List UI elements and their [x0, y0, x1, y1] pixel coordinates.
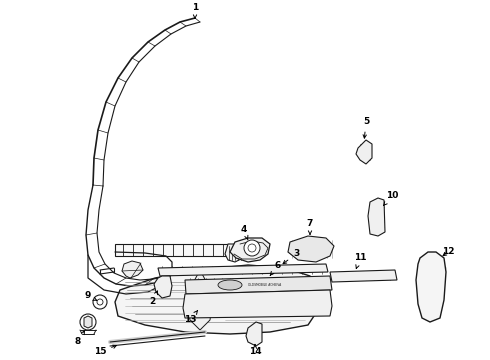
Text: 15: 15	[94, 345, 117, 356]
Text: 2: 2	[149, 291, 157, 306]
Polygon shape	[158, 264, 328, 276]
Polygon shape	[330, 270, 397, 282]
Polygon shape	[416, 252, 446, 322]
Text: 3: 3	[283, 249, 299, 264]
Polygon shape	[230, 238, 270, 262]
Polygon shape	[122, 261, 143, 278]
Polygon shape	[154, 276, 172, 298]
Polygon shape	[225, 244, 245, 262]
Text: 10: 10	[384, 192, 398, 206]
Text: 13: 13	[184, 310, 197, 324]
Text: 11: 11	[354, 253, 366, 269]
Text: 7: 7	[307, 220, 313, 234]
Circle shape	[80, 314, 96, 330]
Text: 4: 4	[241, 225, 248, 240]
Polygon shape	[84, 316, 92, 328]
Polygon shape	[356, 140, 372, 164]
Text: 14: 14	[249, 345, 261, 356]
Polygon shape	[246, 322, 262, 346]
Polygon shape	[115, 244, 230, 256]
Circle shape	[248, 244, 256, 252]
Circle shape	[97, 299, 103, 305]
Polygon shape	[368, 198, 385, 236]
Polygon shape	[288, 236, 334, 262]
Polygon shape	[183, 290, 332, 318]
Polygon shape	[115, 265, 320, 334]
Circle shape	[244, 240, 260, 256]
Text: OLDSMOBILE ACHIEVA: OLDSMOBILE ACHIEVA	[248, 283, 282, 287]
Text: 5: 5	[363, 117, 369, 138]
Text: 9: 9	[85, 292, 97, 301]
Text: 8: 8	[75, 331, 84, 346]
Text: 6: 6	[270, 261, 281, 275]
Text: 1: 1	[192, 4, 198, 18]
Polygon shape	[185, 276, 332, 294]
Ellipse shape	[218, 280, 242, 290]
Text: 12: 12	[442, 248, 454, 256]
Circle shape	[93, 295, 107, 309]
Polygon shape	[188, 270, 212, 330]
